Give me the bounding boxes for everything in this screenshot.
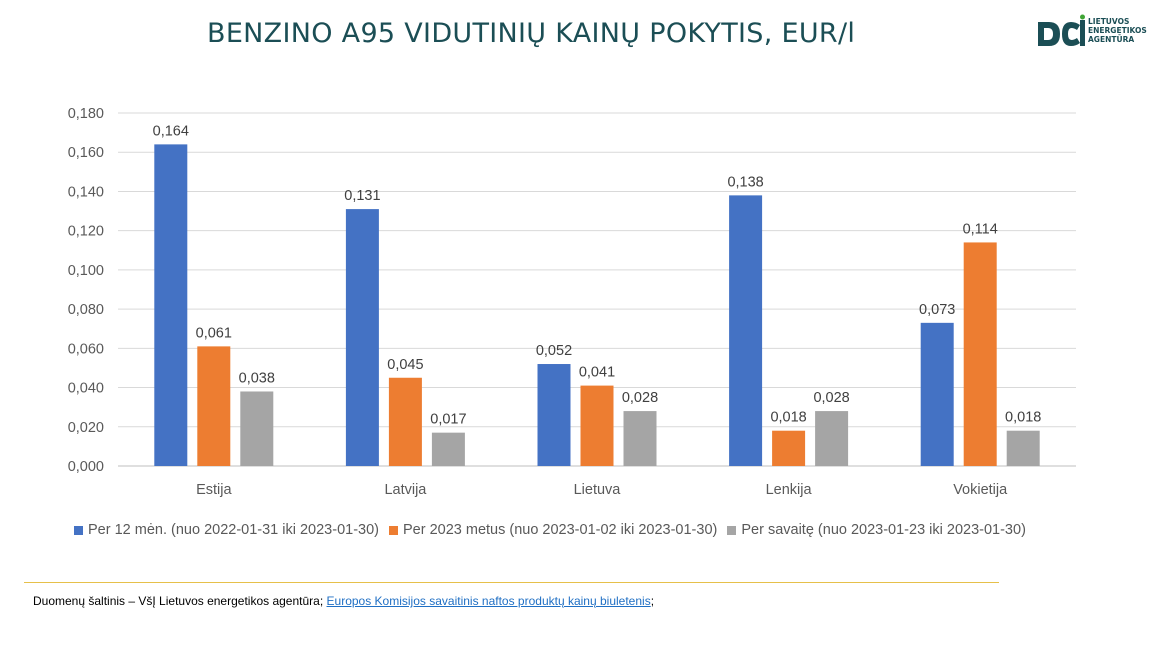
bar [729,195,763,466]
data-label: 0,131 [344,188,380,204]
y-tick-label: 0,000 [68,459,104,475]
agency-logo-text: LIETUVOS ENERGETIKOS AGENTŪRA [1088,17,1147,44]
y-tick-label: 0,140 [68,184,104,200]
data-label: 0,018 [1005,410,1041,426]
y-tick-label: 0,160 [68,145,104,161]
bar [345,209,379,466]
bar [388,377,422,466]
data-label: 0,028 [622,390,658,406]
agency-logo-mark-icon [1038,14,1085,46]
y-tick-label: 0,060 [68,341,104,357]
bar [920,322,954,466]
data-label: 0,164 [153,123,189,139]
legend-item-2023: Per 2023 metus (nuo 2023-01-02 iki 2023-… [388,522,718,538]
source-divider [24,582,999,583]
data-label: 0,041 [579,365,615,381]
data-label: 0,018 [770,410,806,426]
bar [240,391,274,466]
x-tick-label: Vokietija [953,482,1008,498]
data-label: 0,138 [727,174,763,190]
y-tick-label: 0,020 [68,420,104,436]
data-label: 0,114 [963,221,998,237]
logo-line: AGENTŪRA [1088,35,1135,44]
data-label: 0,017 [430,412,466,428]
bar [197,346,231,466]
bar [772,430,806,466]
x-tick-label: Estija [196,482,232,498]
x-tick-label: Latvija [384,482,427,498]
data-label: 0,028 [813,390,849,406]
bar [537,364,571,466]
legend-label: Per savaitę (nuo 2023-01-23 iki 2023-01-… [741,522,1026,538]
legend-swatch [388,525,398,535]
agency-logo: LIETUVOS ENERGETIKOS AGENTŪRA [1036,14,1147,50]
source-link[interactable]: Europos Komisijos savaitinis naftos prod… [326,594,651,608]
bar-chart: 0,000 0,020 0,040 0,060 0,080 0,100 0,120 0,140… [68,106,1076,498]
logo-line: ENERGETIKOS [1088,26,1147,35]
data-label: 0,038 [239,370,275,386]
data-label: 0,052 [536,343,572,359]
bar [815,411,849,466]
data-source-note: Duomenų šaltinis – VšĮ Lietuvos energeti… [33,594,654,608]
legend-label: Per 2023 metus (nuo 2023-01-02 iki 2023-… [402,522,718,538]
data-label: 0,061 [196,325,232,341]
y-tick-label: 0,120 [68,224,104,240]
data-label: 0,073 [919,302,955,318]
y-tick-label: 0,180 [68,106,104,122]
legend-label: Per 12 mėn. (nuo 2022-01-31 iki 2023-01-… [88,522,379,538]
legend-item-week: Per savaitę (nuo 2023-01-23 iki 2023-01-… [727,522,1026,538]
source-prefix: Duomenų šaltinis – VšĮ Lietuvos energeti… [33,594,327,608]
bar [580,385,614,466]
bar [431,432,465,466]
y-tick-label: 0,100 [68,263,104,279]
chart-legend: Per 12 mėn. (nuo 2022-01-31 iki 2023-01-… [74,522,1026,538]
source-suffix: ; [650,594,655,608]
data-label: 0,045 [387,357,423,373]
x-tick-label: Lenkija [766,482,813,498]
legend-swatch [727,525,737,535]
bar [623,411,657,466]
y-tick-label: 0,040 [68,381,104,397]
legend-swatch [74,525,83,535]
bar [1006,430,1040,466]
legend-item-12-months: Per 12 mėn. (nuo 2022-01-31 iki 2023-01-… [74,522,379,538]
x-tick-label: Lietuva [574,482,622,498]
bar [154,144,188,466]
chart-title: BENZINO A95 VIDUTINIŲ KAINŲ POKYTIS, EUR… [207,18,856,49]
logo-line: LIETUVOS [1088,17,1130,26]
y-tick-label: 0,080 [68,302,104,318]
bar [963,242,997,466]
